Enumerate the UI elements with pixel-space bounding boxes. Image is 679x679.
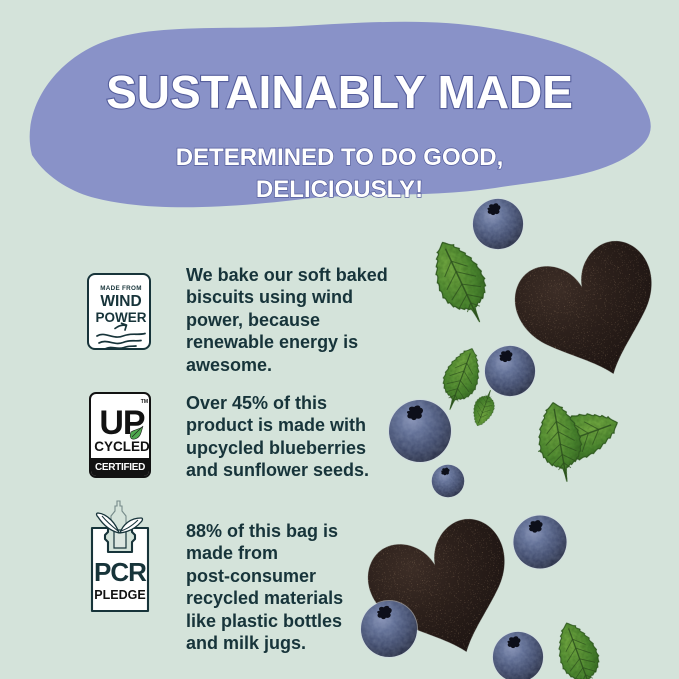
svg-text:CYCLED: CYCLED [94, 439, 150, 454]
svg-text:TM: TM [141, 399, 148, 405]
svg-text:PLEDGE: PLEDGE [94, 588, 145, 602]
svg-text:PCR: PCR [94, 557, 147, 587]
svg-text:WIND: WIND [100, 293, 141, 310]
svg-text:MADE FROM: MADE FROM [100, 285, 142, 292]
